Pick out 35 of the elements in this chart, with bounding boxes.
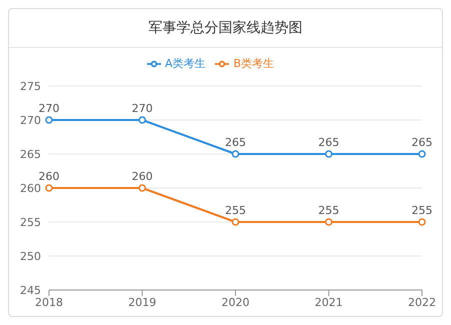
y-tick-label: 265 xyxy=(20,148,41,161)
data-label: 255 xyxy=(318,204,340,217)
data-label: 265 xyxy=(412,136,432,149)
y-tick-label: 250 xyxy=(20,250,41,263)
x-tick-label: 2021 xyxy=(314,296,343,309)
y-tick-label: 270 xyxy=(20,114,41,127)
data-label: 260 xyxy=(132,170,153,183)
x-tick-label: 2022 xyxy=(408,296,436,309)
data-label: 260 xyxy=(38,170,60,183)
point xyxy=(325,150,332,158)
y-tick-label: 245 xyxy=(20,284,41,297)
x-tick-label: 2019 xyxy=(128,296,156,309)
point xyxy=(325,218,332,226)
data-label: 270 xyxy=(132,102,153,115)
point xyxy=(232,218,240,226)
data-label: 265 xyxy=(225,136,246,149)
x-tick-label: 2020 xyxy=(222,296,250,309)
y-tick-label: 255 xyxy=(20,216,41,229)
data-label: 265 xyxy=(318,136,340,149)
y-tick-label: 275 xyxy=(20,80,41,93)
point xyxy=(232,150,240,158)
point xyxy=(418,218,426,226)
legend-label: B类考生 xyxy=(233,57,274,70)
chart-title: 军事学总分国家线趋势图 xyxy=(9,9,442,48)
point xyxy=(138,184,146,192)
x-tick-label: 2018 xyxy=(35,296,63,309)
legend-label: A类考生 xyxy=(164,57,206,70)
data-label: 255 xyxy=(225,204,246,217)
data-label: 270 xyxy=(38,102,60,115)
point xyxy=(418,150,426,158)
y-tick-label: 260 xyxy=(20,182,41,195)
point xyxy=(45,116,53,124)
point xyxy=(45,184,53,192)
data-label: 255 xyxy=(412,204,432,217)
point xyxy=(138,116,146,124)
